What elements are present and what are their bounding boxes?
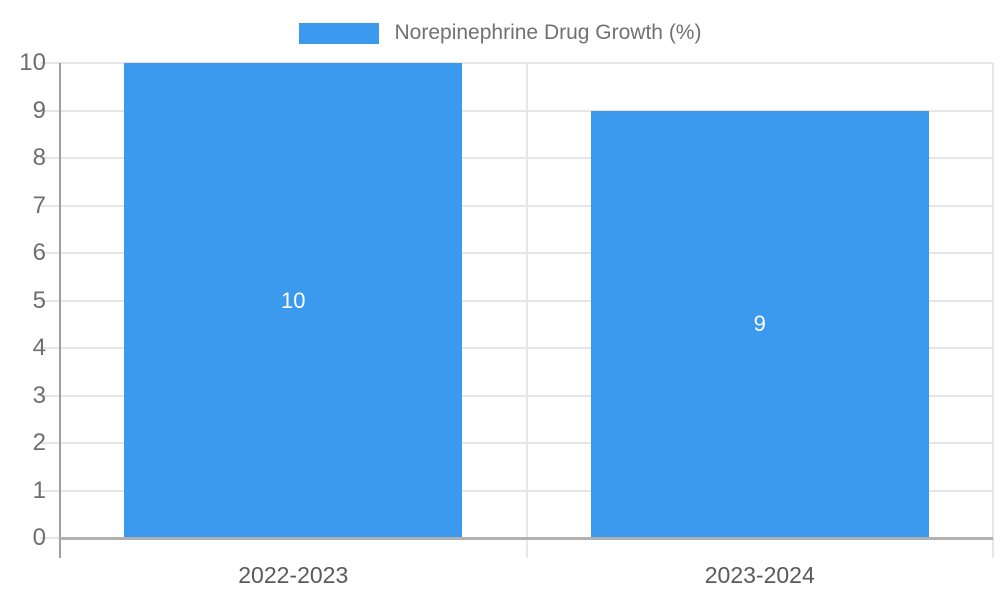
bar-value-label: 10 [281, 287, 306, 313]
gridline-horizontal [40, 252, 993, 254]
y-axis-tick-label: 4 [32, 334, 46, 361]
y-axis-tick-label: 7 [32, 191, 46, 219]
x-axis [60, 537, 993, 540]
gridline-horizontal [40, 347, 993, 349]
y-axis-tick-label: 0 [32, 524, 46, 551]
y-axis-tick-label: 9 [32, 96, 46, 124]
gridline-horizontal [40, 62, 993, 64]
legend[interactable]: Norepinephrine Drug Growth (%) [0, 18, 1000, 48]
y-axis-tick-label: 6 [32, 239, 46, 266]
y-axis-tick-label: 2 [32, 429, 46, 456]
y-axis [59, 63, 61, 558]
gridline-horizontal [40, 394, 993, 397]
x-axis-category-label: 2022-2023 [238, 562, 349, 588]
gridline-horizontal [40, 299, 993, 302]
y-axis-tick-label: 10 [19, 49, 46, 76]
gridline-vertical [992, 63, 994, 558]
legend-swatch [298, 22, 379, 44]
bar-value-label: 9 [753, 311, 766, 337]
gridline-horizontal [40, 204, 993, 207]
y-axis-tick-label: 5 [32, 286, 46, 314]
gridline-vertical [525, 63, 528, 558]
y-axis-tick-label: 1 [32, 476, 46, 504]
y-axis-tick-label: 8 [32, 144, 46, 171]
gridline-horizontal [40, 157, 993, 159]
x-axis-category-label: 2023-2024 [704, 562, 815, 588]
bar-2023-2024[interactable]: 9 [590, 110, 929, 538]
y-axis-tick-label: 3 [32, 381, 46, 409]
legend-label: Norepinephrine Drug Growth (%) [394, 21, 702, 44]
bar-2022-2023[interactable]: 10 [124, 63, 463, 538]
gridline-horizontal [40, 489, 993, 492]
gridline-horizontal [40, 442, 993, 444]
gridline-horizontal [40, 109, 993, 112]
